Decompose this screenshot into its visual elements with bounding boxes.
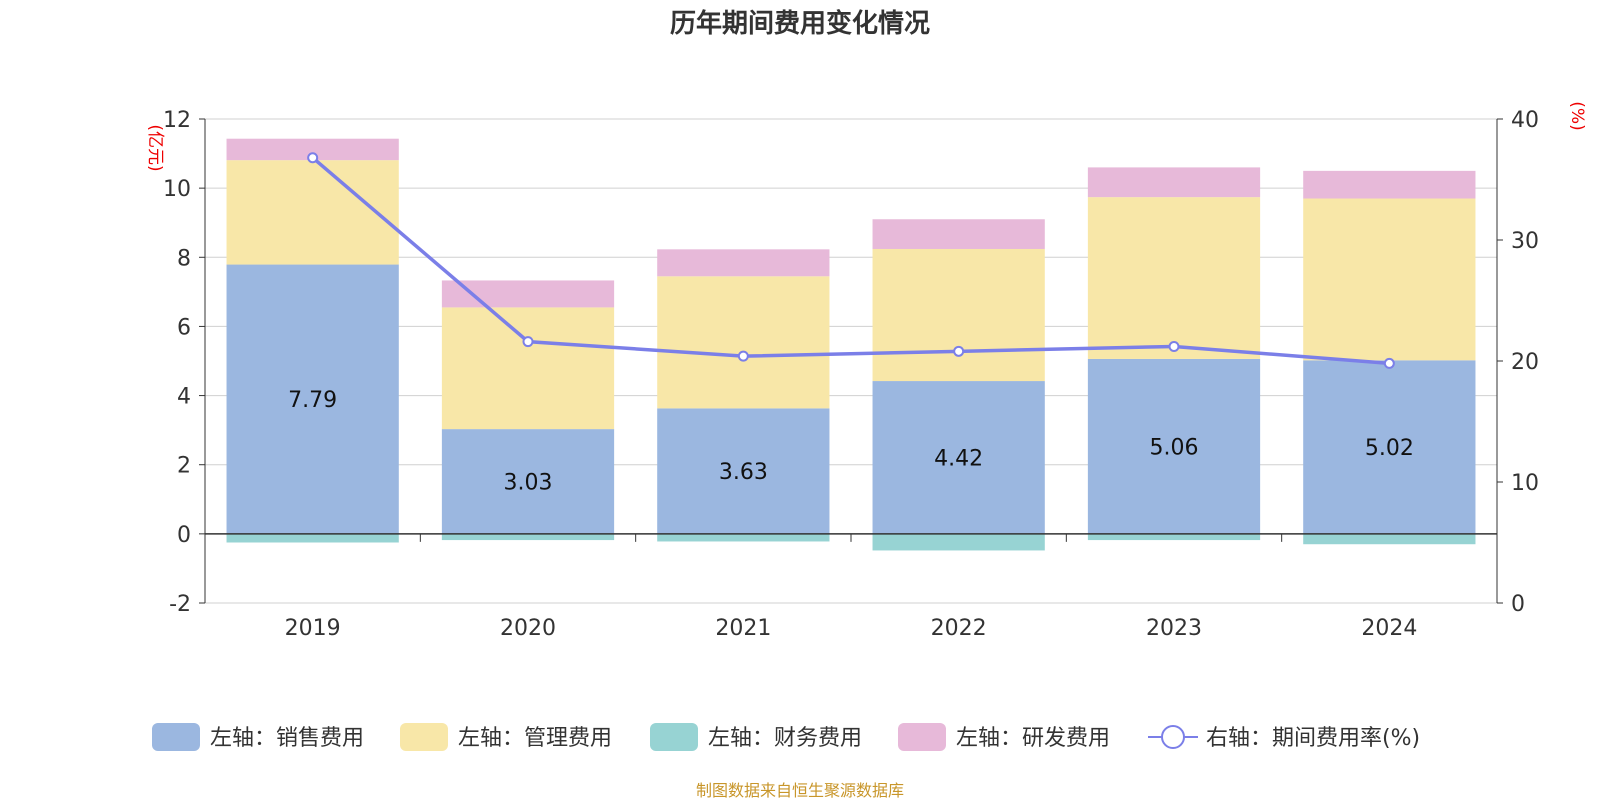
rate-point	[307, 152, 319, 164]
right-axis-tick-label: 10	[1511, 471, 1539, 496]
right-axis-tick-label: 0	[1511, 592, 1525, 617]
right-axis-tick-label: 20	[1511, 350, 1539, 375]
bar-segment	[1087, 358, 1261, 534]
x-axis-category-label: 2024	[1361, 616, 1417, 641]
legend-label[interactable]: 左轴：销售费用	[210, 726, 364, 751]
left-axis-tick-label: -2	[169, 592, 191, 617]
bar-segment	[872, 248, 1045, 382]
legend-label[interactable]: 左轴：管理费用	[458, 726, 612, 751]
left-axis-unit: (亿元)	[145, 124, 165, 171]
bar-segment	[1303, 533, 1476, 545]
left-axis-tick-label: 6	[177, 315, 191, 340]
left-axis-tick-label: 2	[177, 454, 191, 479]
bar-segment	[1303, 198, 1476, 361]
grid-lines	[205, 118, 1497, 604]
bar-segment	[1087, 167, 1261, 198]
bar-segment	[657, 533, 830, 542]
x-axis-category-label: 2019	[285, 616, 341, 641]
bar-segment	[226, 138, 399, 161]
legend-swatch[interactable]	[152, 723, 200, 751]
rate-line-path	[311, 156, 1390, 366]
bar-segment	[226, 264, 399, 534]
bar-segment	[1303, 170, 1476, 199]
legend: 左轴：销售费用 左轴：管理费用 左轴：财务费用 左轴：研发费用 右轴：期间费用率(%)	[152, 723, 1420, 751]
sales-expense-data-label: 4.42	[934, 446, 983, 471]
rate-point	[737, 350, 749, 362]
bar-segment	[441, 307, 615, 430]
sales-expense-data-label: 5.06	[1150, 435, 1199, 460]
bar-segment	[441, 429, 615, 534]
bar-segment	[1087, 533, 1261, 541]
legend-label[interactable]: 左轴：财务费用	[708, 726, 862, 751]
bar-segment	[657, 276, 830, 409]
left-axis-tick-label: 10	[163, 177, 191, 202]
legend-marker[interactable]	[1161, 725, 1185, 749]
bar-segment	[657, 249, 830, 277]
right-axis-tick-label: 40	[1511, 108, 1539, 133]
left-axis-tick-label: 8	[177, 246, 191, 271]
chart-title: 历年期间费用变化情况	[670, 8, 930, 39]
bar-segment	[1087, 197, 1261, 359]
x-axis-category-label: 2020	[500, 616, 556, 641]
x-axis-category-label: 2021	[715, 616, 771, 641]
left-axis-tick-label: 12	[163, 108, 191, 133]
sales-expense-data-label: 5.02	[1365, 436, 1414, 461]
bar-segment	[226, 533, 399, 543]
bar-segment	[872, 533, 1045, 551]
sales-expense-data-label: 3.03	[504, 470, 553, 495]
x-axis-category-label: 2022	[931, 616, 987, 641]
x-axis-category-label: 2023	[1146, 616, 1202, 641]
legend-label[interactable]: 右轴：期间费用率(%)	[1206, 726, 1420, 751]
bar-segment	[657, 408, 830, 534]
right-axis-unit: (%)	[1567, 101, 1587, 130]
left-axis-tick-label: 4	[177, 385, 191, 410]
sales-expense-data-label: 3.63	[719, 460, 768, 485]
legend-swatch[interactable]	[400, 723, 448, 751]
right-axis-tick-label: 30	[1511, 229, 1539, 254]
bar-segment	[872, 381, 1045, 534]
data-source: 制图数据来自恒生聚源数据库	[696, 781, 904, 800]
bar-segment	[872, 219, 1045, 249]
data-labels: 7.79 3.03 3.63 4.42 5.06 5.02	[288, 388, 1414, 495]
legend-swatch[interactable]	[650, 723, 698, 751]
rate-point	[1168, 340, 1180, 352]
bar-segment	[441, 280, 615, 308]
axes: -2 0 2 4 6 8 10 12 0 10 20 30 40 2019 2020 2021 2022 2023…	[163, 108, 1539, 641]
rate-point	[953, 345, 965, 357]
bar-segment	[441, 533, 615, 541]
bar-segment	[1303, 360, 1476, 534]
left-axis-tick-label: 0	[177, 523, 191, 548]
legend-swatch[interactable]	[898, 723, 946, 751]
rate-line	[307, 152, 1395, 369]
legend-label[interactable]: 左轴：研发费用	[956, 726, 1110, 751]
rate-point	[522, 336, 534, 348]
rate-point	[1383, 357, 1395, 369]
bars	[226, 138, 1476, 551]
bar-segment	[226, 160, 399, 265]
sales-expense-data-label: 7.79	[288, 388, 337, 413]
